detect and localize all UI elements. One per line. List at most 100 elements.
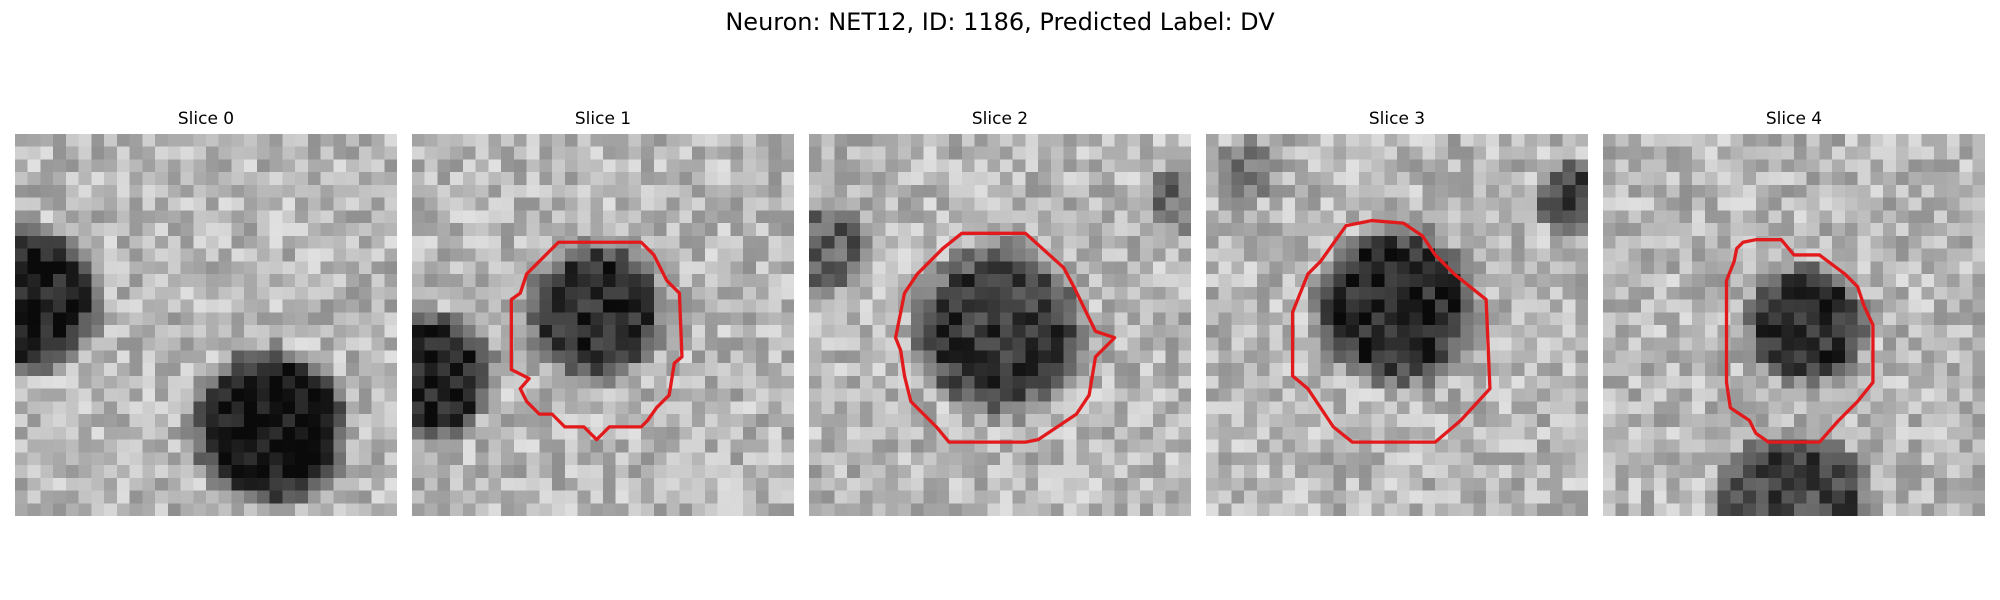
pixel [704,184,718,198]
pixel [371,388,385,402]
pixel [320,184,334,198]
pixel [1025,426,1039,440]
pixel [1768,274,1782,288]
pixel [358,414,372,428]
pixel [1358,184,1372,198]
pixel [859,363,873,377]
pixel [180,388,194,402]
pixel [1333,210,1347,224]
pixel [1819,299,1833,313]
pixel [1206,426,1219,440]
pixel [1641,312,1655,326]
pixel [590,465,604,479]
pixel [1692,235,1706,249]
pixel [40,477,54,491]
pixel [539,388,553,402]
pixel [269,159,283,173]
pixel [847,235,861,249]
pixel [1959,146,1973,160]
pixel [1498,363,1512,377]
pixel [1000,414,1013,428]
pixel [1575,210,1588,224]
pixel [384,363,397,377]
pixel [834,388,848,402]
pixel [358,274,372,288]
pixel [847,146,861,160]
pixel [91,465,105,479]
pixel [1231,299,1245,313]
pixel [129,261,143,275]
pixel [1755,210,1769,224]
pixel [1101,210,1115,224]
pixel [1140,146,1154,160]
pixel [910,235,924,249]
pixel [666,452,680,466]
pixel [1152,299,1166,313]
pixel [1537,439,1551,453]
pixel [526,146,540,160]
pixel [1127,452,1141,466]
pixel [847,197,861,211]
pixel [679,248,693,262]
pixel [1025,134,1039,147]
pixel [1603,312,1616,326]
pixel [167,337,181,351]
pixel [346,223,360,237]
pixel [256,248,270,262]
pixel [1806,363,1820,377]
pixel [307,452,321,466]
pixel [475,426,489,440]
pixel [1178,286,1191,300]
pixel [1307,197,1321,211]
pixel [206,146,219,160]
pixel [346,388,360,402]
pixel [961,235,975,249]
pixel [961,375,975,389]
pixel [564,414,578,428]
pixel [269,337,283,351]
pixel [167,452,181,466]
pixel [488,503,502,516]
pixel [603,477,616,491]
pixel [1025,299,1039,313]
pixel [1511,210,1525,224]
pixel [526,159,540,173]
pixel [206,134,219,147]
pixel [450,388,464,402]
pixel [603,197,616,211]
pixel [961,146,975,160]
pixel [180,223,194,237]
pixel [1653,426,1667,440]
pixel [1000,261,1013,275]
pixel [1666,146,1680,160]
pixel [513,197,527,211]
pixel [1692,490,1706,504]
pixel [231,375,245,389]
pixel [1000,325,1013,338]
pixel [1498,490,1512,504]
pixel [1743,210,1757,224]
pixel [974,172,988,186]
pixel [717,286,731,300]
pixel [603,134,616,147]
pixel [755,490,769,504]
pixel [1575,197,1588,211]
pixel [256,503,270,516]
pixel [653,401,667,415]
pixel [1575,274,1588,288]
pixel [743,184,757,198]
pixel [475,184,489,198]
pixel [1511,452,1525,466]
pixel [1089,286,1103,300]
pixel [552,375,566,389]
pixel [1256,235,1270,249]
pixel [730,426,744,440]
pixel [1628,490,1642,504]
pixel [1295,134,1309,147]
pixel [1692,477,1706,491]
pixel [1794,503,1807,516]
pixel [1498,452,1512,466]
pixel [167,388,181,402]
pixel [1127,210,1141,224]
pixel [206,414,219,428]
